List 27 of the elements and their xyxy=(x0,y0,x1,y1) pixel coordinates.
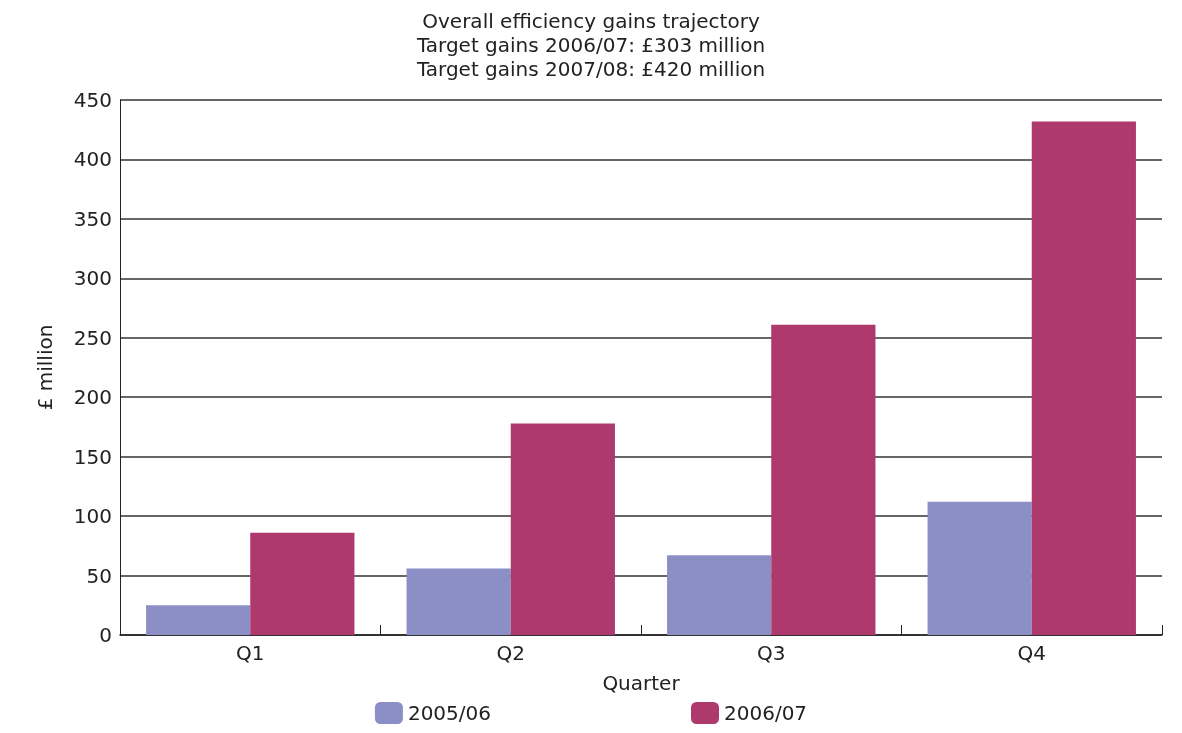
x-tick-label: Q1 xyxy=(236,641,265,665)
x-tick-label: Q4 xyxy=(1017,641,1046,665)
y-tick-label: 250 xyxy=(73,325,112,350)
y-tick-label: 100 xyxy=(73,504,112,529)
y-tick-label: 400 xyxy=(73,147,112,172)
bar xyxy=(146,605,251,635)
bar xyxy=(927,501,1032,635)
y-tick-label: 0 xyxy=(99,623,112,647)
y-tick-label: 350 xyxy=(73,206,112,231)
bar xyxy=(510,423,615,635)
bar xyxy=(1031,121,1136,635)
bar xyxy=(406,568,511,635)
y-tick-label: 450 xyxy=(73,88,112,112)
x-tick-label: Q3 xyxy=(757,641,786,665)
legend-label: 2006/07 xyxy=(724,701,808,725)
y-tick-label: 200 xyxy=(73,385,112,410)
y-tick-label: 150 xyxy=(73,444,112,469)
chart-title: Overall efficiency gains trajectory Target gains 2006/07: £303 million Target gains 2007/08: £420 million xyxy=(415,9,766,81)
x-axis-title: Quarter xyxy=(602,671,681,695)
y-tick-label: 300 xyxy=(73,266,112,291)
bar xyxy=(667,555,772,635)
x-tick-label: Q2 xyxy=(496,641,525,665)
bar xyxy=(250,532,355,635)
y-axis-title: £ million xyxy=(33,324,57,411)
y-tick-label: 50 xyxy=(86,563,112,588)
legend-label: 2005/06 xyxy=(407,701,492,725)
bar xyxy=(771,324,876,635)
